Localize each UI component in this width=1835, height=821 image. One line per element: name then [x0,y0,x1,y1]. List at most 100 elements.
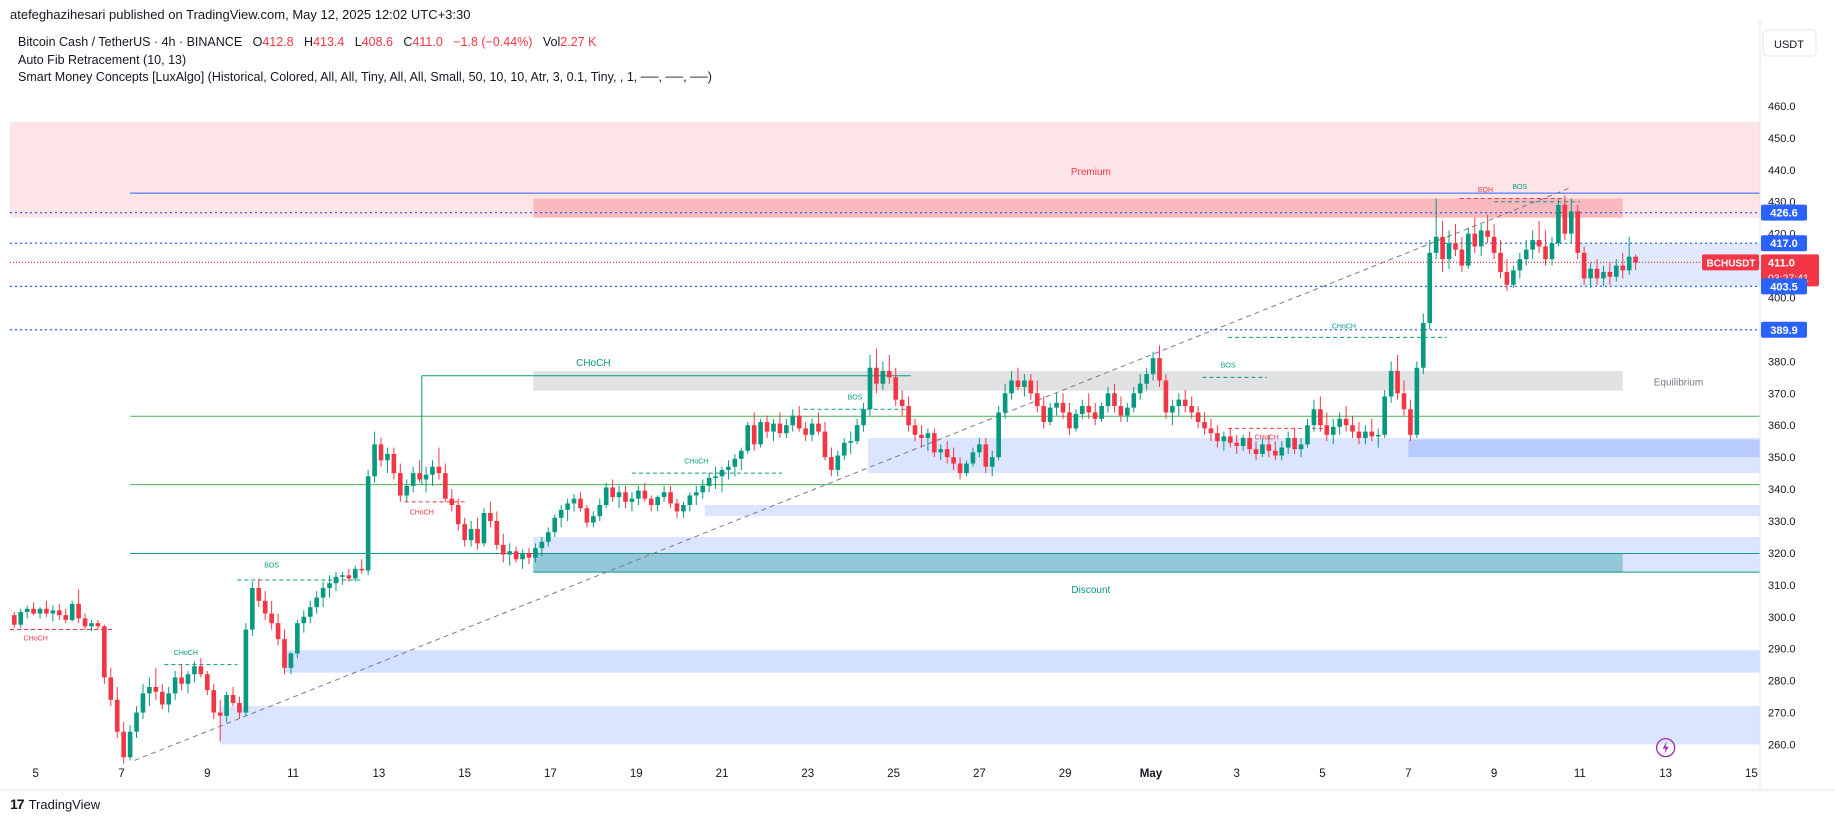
candle-body [1395,370,1400,394]
candle-220 [1427,240,1433,330]
candle-body [970,452,976,464]
candle-235 [1523,240,1529,266]
currency-button[interactable] [1762,29,1817,57]
volume-label: Vol [542,35,561,49]
candle-79 [520,549,525,569]
chart-legend: Bitcoin Cash / TetherUS · 4h · BINANCE O… [18,34,712,87]
candle-50 [333,572,339,592]
change-value: −1.8 (−0.44%) [453,35,533,49]
candle-93 [610,479,615,502]
candle-body [932,433,937,453]
candle-body [1594,268,1600,279]
symbol-tag-bg [1702,254,1759,271]
candle-body [488,513,493,521]
candle-body [398,473,403,496]
candle-body [520,552,525,560]
candle-163 [1060,393,1066,419]
ohlc-row[interactable]: Bitcoin Cash / TetherUS · 4h · BINANCE O… [18,34,712,52]
candle-246 [1594,259,1600,285]
y-tick-label: 310.0 [1768,580,1796,592]
x-tick-label: 17 [544,768,557,780]
candle-body [751,425,757,445]
candle-body [1182,399,1188,407]
tradingview-footer[interactable]: 17 TradingView [10,796,100,812]
candle-body [462,524,467,541]
candle-233 [1511,265,1516,288]
candle-body [1125,407,1130,416]
candle-47 [314,591,319,614]
candle-164 [1067,402,1072,435]
price-tag-5: 403.5 [1770,281,1798,293]
candle-body [50,610,56,614]
candle-body [829,457,834,470]
candle-body [571,498,577,504]
candle-body [1556,204,1561,244]
candle-184 [1195,406,1201,429]
candle-88 [578,492,583,512]
price-tag-6: 389.9 [1770,325,1798,337]
candle-243 [1575,204,1581,260]
candle-body [983,444,989,467]
candle-130 [848,431,854,454]
candle-body [1034,393,1040,407]
x-tick-label: 15 [1745,768,1758,780]
candle-body [37,608,43,614]
candle-109 [713,466,718,490]
zone-label-discount: Discount [1071,585,1110,596]
x-tick-label: 21 [716,768,729,780]
candle-body [1266,444,1272,451]
candle-body [1453,243,1458,250]
x-tick-label: 23 [801,768,814,780]
candle-body [1491,236,1497,253]
x-tick-label: 3 [1234,768,1240,780]
candle-191 [1240,434,1246,451]
candle-body [1388,370,1394,397]
candle-196 [1273,441,1278,461]
candle-103 [674,498,680,518]
candle-body [1009,380,1014,394]
symbol-tag: BCHUSDT [1707,258,1756,269]
candle-body [1305,425,1310,445]
candle-87 [571,493,577,512]
candle-37 [250,581,255,636]
candle-132 [861,402,866,432]
candle-46 [307,600,313,624]
indicator-fib[interactable]: Auto Fib Retracement (10, 13) [18,52,187,67]
candle-195 [1266,434,1272,458]
candle-205 [1330,418,1336,445]
candle-body [211,690,217,713]
candle-204 [1324,412,1330,442]
candle-41 [275,613,281,646]
candle-body [1401,393,1407,410]
candle-114 [745,422,751,454]
candle-body [861,409,866,426]
candle-156 [1015,367,1021,391]
candle-body [1067,412,1072,429]
symbol-label[interactable]: Bitcoin Cash / TetherUS · 4h · BINANCE [18,35,243,49]
candle-body [443,473,448,499]
candle-body [102,626,107,678]
candle-body [1337,418,1342,427]
open-label: O [252,35,263,49]
structure-label-10: EQH [1478,187,1493,194]
levels-layer [10,186,1760,761]
candle-body [114,699,120,732]
candle-13 [95,619,101,630]
y-tick-label: 260.0 [1768,739,1796,751]
candle-185 [1202,412,1207,435]
candle-body [1613,265,1619,277]
candle-207 [1343,406,1349,432]
candle-149 [970,447,976,467]
candle-body [455,505,461,525]
candle-206 [1337,412,1342,435]
candle-body [82,618,88,627]
candle-body [1350,425,1355,432]
candle-body [636,490,641,499]
candle-body [867,367,873,410]
indicator-smc[interactable]: Smart Money Concepts [LuxAlgo] (Historic… [18,70,712,84]
candle-body [217,712,223,716]
y-tick-label: 350.0 [1768,452,1796,464]
x-tick-label: 9 [204,768,210,780]
candle-48 [320,581,326,608]
